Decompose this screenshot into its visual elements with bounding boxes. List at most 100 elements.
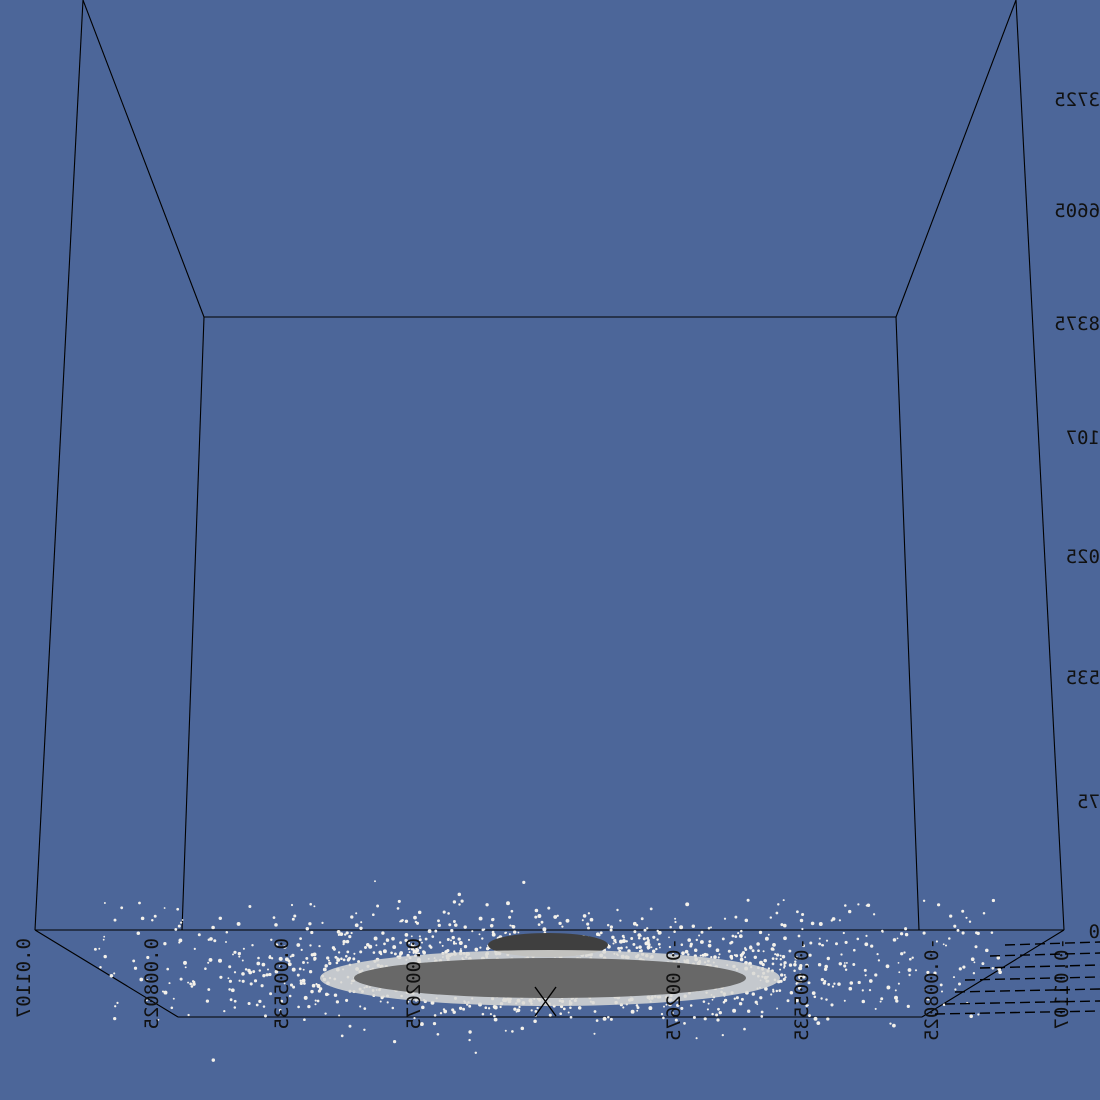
data-point [868,979,873,983]
data-point [262,974,266,978]
data-point [772,988,775,991]
data-point [774,953,777,956]
data-point [651,949,656,954]
data-point [381,931,385,935]
data-point [561,925,564,928]
data-point [192,980,196,984]
depth-tick [1004,941,1100,946]
data-point [542,927,547,932]
data-point [823,979,827,983]
data-point [783,936,787,941]
data-point [700,930,704,934]
data-point [775,957,778,960]
data-point [436,1032,440,1036]
data-point [961,931,965,935]
data-point [881,930,884,933]
data-point [268,972,272,977]
data-point [364,946,367,949]
data-point [622,1006,625,1009]
data-point [687,938,691,942]
data-point [764,987,768,991]
data-point [306,961,309,964]
data-point [801,927,804,931]
z-tick-label: 025 [1066,546,1100,568]
data-point [864,942,869,947]
x-tick-label: -0.008025 [921,938,943,1041]
data-point [614,941,617,944]
data-point [355,912,358,915]
axis-label-x [534,986,557,1017]
data-point [520,1026,525,1031]
z-tick-label: 75 [1077,791,1100,813]
data-point [213,939,217,943]
data-point [335,1000,340,1004]
data-point [284,957,289,962]
data-point [708,940,712,943]
data-point [717,1007,720,1011]
data-point [232,953,234,956]
data-point [813,1016,818,1021]
data-point [798,973,802,977]
data-point [718,1011,722,1015]
data-point [344,954,348,958]
data-point [825,939,829,942]
data-point [997,967,1001,972]
data-point [783,962,786,966]
data-point [302,968,305,971]
data-point [778,989,782,992]
x-tick-label: 0.005535 [271,938,293,1030]
data-point [595,1019,599,1022]
data-point [897,982,900,985]
data-point [419,1022,424,1027]
data-point [636,1006,640,1010]
data-point [179,921,183,924]
data-point [649,907,653,911]
data-point [616,908,619,912]
data-point [136,931,141,936]
data-point [646,945,651,950]
data-point [305,926,310,931]
data-point [663,1005,665,1008]
x-tick-label: 0.01107 [13,938,35,1018]
data-point [197,933,201,937]
data-point [632,942,636,946]
data-point [272,916,276,919]
data-point [163,942,167,946]
data-point [225,931,229,934]
data-point [805,1004,809,1008]
data-point [707,926,711,930]
data-point [703,1017,707,1021]
data-point [808,953,812,957]
data-point [468,1038,471,1042]
data-point [679,925,684,930]
data-point [474,947,479,952]
data-point [333,993,338,997]
data-point [371,913,375,917]
data-point [340,1034,344,1038]
data-point [278,1008,282,1012]
data-point [363,1028,366,1032]
data-point [738,1001,743,1006]
data-point [759,996,763,1000]
data-point [863,968,867,972]
data-point [775,911,779,915]
data-point [481,937,484,940]
data-point [636,1009,639,1012]
data-point [492,1005,497,1009]
data-point [417,910,422,915]
data-point [434,929,438,933]
data-point [241,979,245,983]
data-point [713,955,717,959]
data-point [772,943,776,947]
data-point [189,982,193,986]
data-point [372,951,376,954]
data-point [113,1016,117,1021]
data-point [290,903,294,907]
data-point [458,903,461,906]
data-point [228,965,232,969]
data-point [408,951,411,954]
data-point [317,989,321,993]
data-point [638,949,642,953]
data-point [674,917,677,920]
